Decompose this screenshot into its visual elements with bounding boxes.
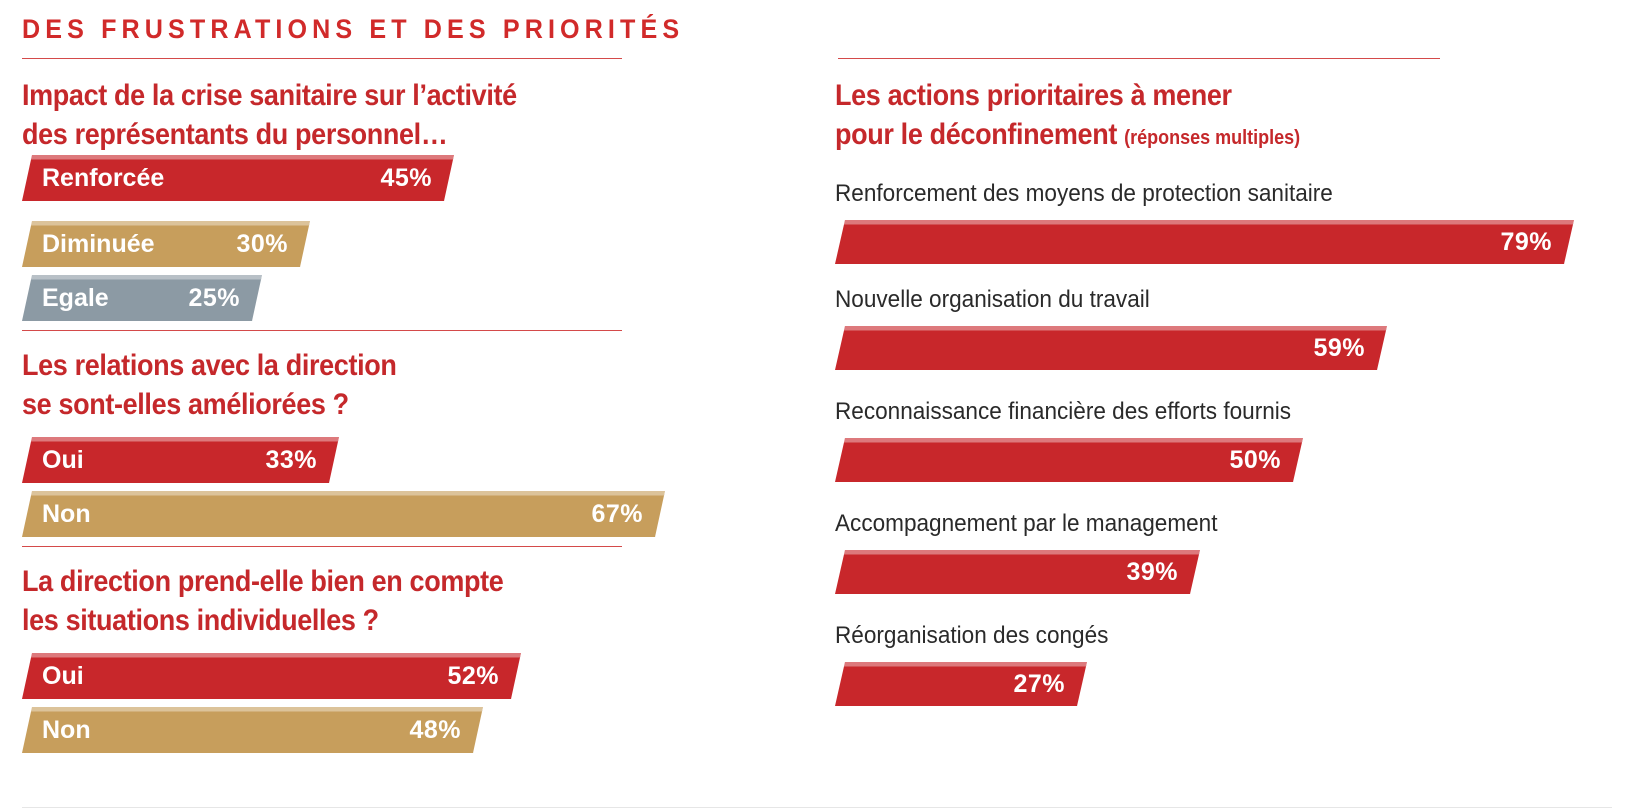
bar-label: Renforcée [42, 163, 165, 192]
bar-value-label: 48% [409, 715, 461, 744]
divider [22, 330, 622, 331]
bar: Oui 33% [22, 437, 339, 483]
chart-title-line2: pour le déconfinement [835, 118, 1117, 151]
bar: Non 67% [22, 491, 665, 537]
chart-title-line1: Les relations avec la direction [22, 349, 397, 382]
bar-label: Oui [42, 445, 84, 474]
category-label: Nouvelle organisation du travail [835, 286, 1150, 313]
bar: Egale 25% [22, 275, 262, 321]
bar: 39% [835, 550, 1200, 594]
bar-value-label: 27% [1013, 669, 1065, 698]
category-label: Accompagnement par le management [835, 510, 1218, 537]
bar-value-label: 59% [1313, 333, 1365, 362]
chart-title: Les relations avec la direction se sont-… [22, 346, 397, 424]
bar-value-label: 39% [1126, 557, 1178, 586]
bar-label: Non [42, 499, 91, 528]
divider [838, 58, 1440, 59]
category-label: Renforcement des moyens de protection sa… [835, 180, 1333, 207]
chart-title-line2: se sont-elles améliorées ? [22, 388, 349, 421]
page-title: DES FRUSTRATIONS ET DES PRIORITÉS [22, 14, 685, 44]
chart-title: Les actions prioritaires à mener pour le… [835, 76, 1300, 158]
bar-value-label: 50% [1229, 445, 1281, 474]
bar-value-label: 25% [188, 283, 240, 312]
bar: Renforcée 45% [22, 155, 454, 201]
bar-value-label: 52% [447, 661, 499, 690]
bar: 27% [835, 662, 1087, 706]
chart-title-line2: les situations individuelles ? [22, 604, 379, 637]
chart-subtitle: (réponses multiples) [1124, 127, 1301, 149]
divider [22, 546, 622, 547]
bar-label: Non [42, 715, 91, 744]
bar: Oui 52% [22, 653, 521, 699]
bar: Non 48% [22, 707, 483, 753]
bar: Diminuée 30% [22, 221, 310, 267]
chart-title-line2: des représentants du personnel… [22, 118, 448, 151]
divider [22, 58, 622, 59]
chart-title: La direction prend-elle bien en compte l… [22, 562, 504, 640]
category-label: Reconnaissance financière des efforts fo… [835, 398, 1292, 425]
chart-title: Impact de la crise sanitaire sur l’activ… [22, 76, 517, 154]
bar-label: Diminuée [42, 229, 155, 258]
bar: 79% [835, 220, 1574, 264]
bar: 59% [835, 326, 1387, 370]
chart-title-line1: La direction prend-elle bien en compte [22, 565, 504, 598]
bar-value-label: 79% [1500, 227, 1552, 256]
bar-value-label: 45% [380, 163, 432, 192]
bar: 50% [835, 438, 1303, 482]
bar-value-label: 30% [236, 229, 288, 258]
chart-title-line1: Les actions prioritaires à mener [835, 79, 1232, 112]
bar-value-label: 67% [591, 499, 643, 528]
bar-label: Egale [42, 283, 109, 312]
category-label: Réorganisation des congés [835, 622, 1109, 649]
bar-value-label: 33% [265, 445, 317, 474]
bar-label: Oui [42, 661, 84, 690]
chart-title-line1: Impact de la crise sanitaire sur l’activ… [22, 79, 517, 112]
